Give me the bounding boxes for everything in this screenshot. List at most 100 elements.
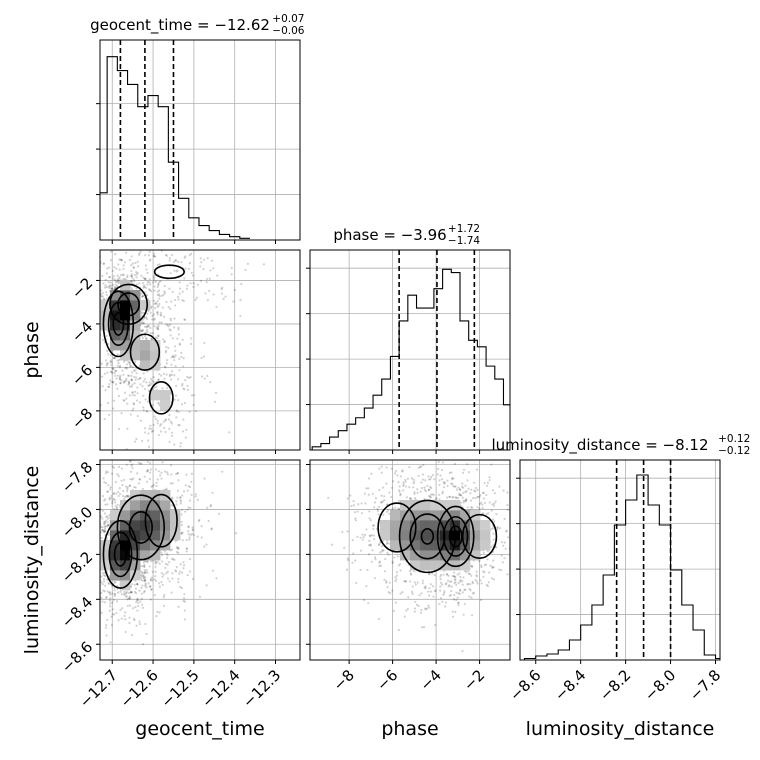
scatter-point (368, 539, 371, 542)
scatter-point (456, 456, 458, 458)
scatter-point (369, 544, 372, 547)
scatter-point (157, 284, 160, 287)
scatter-point (105, 525, 109, 528)
scatter-point (397, 481, 400, 484)
scatter-point (165, 362, 168, 365)
scatter-point (388, 491, 391, 494)
scatter-point (170, 548, 174, 551)
scatter-point (429, 493, 433, 496)
scatter-point (119, 608, 122, 611)
scatter-point (98, 568, 100, 570)
density-cell (110, 330, 121, 341)
hist-panel-phase (306, 249, 511, 454)
scatter-point (165, 254, 169, 257)
scatter-point (108, 275, 111, 279)
scatter-point (411, 585, 414, 588)
scatter-point (112, 613, 116, 616)
scatter-point (141, 295, 144, 298)
scatter-point (407, 596, 410, 599)
scatter-point (160, 572, 163, 575)
density-content (49, 455, 238, 650)
scatter-point (378, 467, 381, 470)
scatter-point (166, 554, 169, 557)
scatter-point (112, 407, 115, 410)
scatter-point (160, 374, 163, 377)
scatter-point (123, 495, 127, 499)
scatter-point (491, 527, 494, 530)
scatter-point (186, 375, 189, 379)
scatter-point (125, 463, 128, 466)
scatter-point (482, 570, 485, 573)
density-cell (430, 530, 441, 541)
scatter-point (384, 557, 387, 561)
scatter-point (112, 381, 115, 384)
scatter-point (139, 455, 141, 457)
density-cell (110, 510, 121, 521)
scatter-point (385, 580, 388, 583)
scatter-point (391, 507, 394, 510)
scatter-point (115, 369, 118, 373)
scatter-point (49, 537, 51, 539)
contour-line (148, 380, 174, 415)
scatter-point (100, 575, 103, 578)
scatter-point (140, 329, 143, 332)
scatter-point (170, 373, 173, 377)
density-cell (120, 510, 131, 521)
scatter-point (109, 360, 112, 364)
scatter-point (188, 570, 192, 573)
scatter-point (365, 585, 368, 588)
scatter-point (129, 591, 132, 594)
scatter-point (409, 580, 412, 583)
scatter-point (101, 600, 104, 603)
scatter-point (467, 582, 470, 585)
scatter-point (475, 575, 479, 578)
scatter-point (183, 618, 186, 621)
scatter-point (197, 519, 200, 523)
scatter-point (138, 589, 141, 592)
scatter-point (405, 609, 408, 612)
scatter-point (136, 598, 139, 602)
scatter-point (462, 468, 466, 471)
scatter-point (174, 569, 177, 572)
contour-line (144, 493, 178, 548)
scatter-point (147, 324, 150, 327)
x-tick-label: −8 (330, 666, 358, 694)
scatter-point (423, 486, 426, 489)
scatter-point (112, 466, 115, 469)
scatter-point (512, 526, 514, 528)
scatter-point (421, 625, 424, 629)
scatter-point (188, 485, 192, 489)
scatter-point (54, 520, 56, 522)
scatter-point (132, 278, 135, 281)
scatter-point (140, 241, 142, 243)
scatter-point (135, 592, 138, 595)
scatter-point (377, 456, 379, 458)
scatter-point (119, 274, 123, 277)
scatter-point (224, 247, 226, 249)
scatter-point (134, 587, 137, 590)
scatter-point (394, 472, 397, 475)
scatter-point (467, 572, 470, 575)
scatter-point (147, 389, 151, 393)
scatter-point (183, 256, 186, 259)
scatter-point (192, 394, 196, 397)
scatter-point (397, 499, 401, 503)
scatter-point (152, 281, 155, 284)
scatter-point (180, 261, 183, 264)
scatter-point (149, 468, 152, 471)
scatter-point (343, 546, 346, 549)
scatter-point (200, 525, 203, 528)
axes-frame (309, 459, 511, 661)
scatter-point (466, 506, 469, 509)
scatter-point (181, 430, 185, 433)
scatter-point (170, 473, 173, 476)
scatter-point (175, 503, 178, 506)
scatter-point (128, 595, 131, 598)
scatter-point (149, 383, 152, 387)
scatter-point (79, 579, 81, 581)
scatter-point (107, 342, 110, 345)
scatter-point (157, 433, 160, 437)
density-cell (140, 340, 151, 351)
scatter-point (111, 502, 114, 505)
scatter-point (168, 259, 171, 262)
